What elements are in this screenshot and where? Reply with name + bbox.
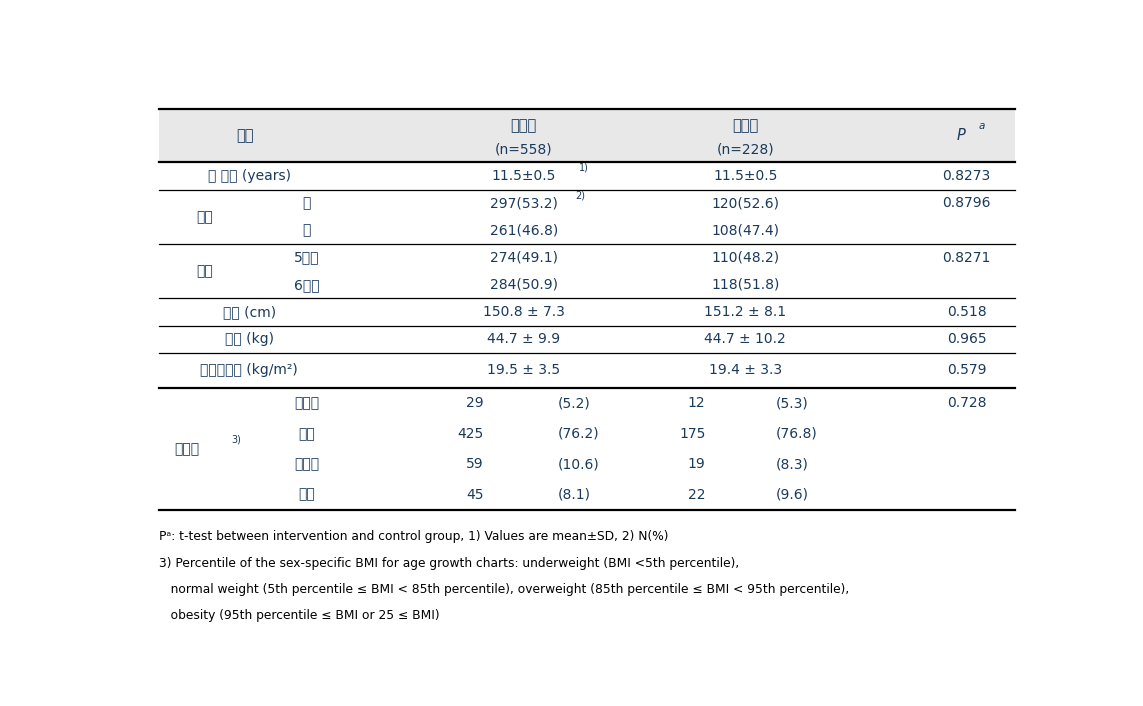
Text: 체중 (kg): 체중 (kg) xyxy=(225,332,273,346)
Text: 118(51.8): 118(51.8) xyxy=(711,277,780,292)
Text: 19.4 ± 3.3: 19.4 ± 3.3 xyxy=(709,364,782,378)
Text: 29: 29 xyxy=(466,396,483,410)
Text: 과체중: 과체중 xyxy=(294,457,319,471)
Text: 110(48.2): 110(48.2) xyxy=(711,251,780,265)
Text: 대조군: 대조군 xyxy=(733,118,758,133)
Text: 11.5±0.5: 11.5±0.5 xyxy=(713,169,777,183)
Text: 0.728: 0.728 xyxy=(946,396,986,410)
Text: (8.1): (8.1) xyxy=(558,488,591,501)
Text: a: a xyxy=(978,121,984,131)
Text: 5학년: 5학년 xyxy=(294,251,320,265)
Text: 6학년: 6학년 xyxy=(294,277,320,292)
Text: 2): 2) xyxy=(575,190,585,200)
Text: 여: 여 xyxy=(303,223,311,237)
Text: (8.3): (8.3) xyxy=(776,457,809,471)
Text: 274(49.1): 274(49.1) xyxy=(490,251,558,265)
Text: 44.7 ± 10.2: 44.7 ± 10.2 xyxy=(704,332,786,346)
Text: normal weight (5th percentile ≤ BMI < 85th percentile), overweight (85th percent: normal weight (5th percentile ≤ BMI < 85… xyxy=(159,582,849,596)
Text: 297(53.2): 297(53.2) xyxy=(490,196,558,210)
Text: 3): 3) xyxy=(231,434,241,444)
Text: (76.8): (76.8) xyxy=(776,426,818,441)
Text: 성별: 성별 xyxy=(197,210,214,224)
Text: 108(47.4): 108(47.4) xyxy=(711,223,780,237)
Text: 425: 425 xyxy=(457,426,483,441)
Text: 체질량지수 (kg/m²): 체질량지수 (kg/m²) xyxy=(200,364,298,378)
Text: (10.6): (10.6) xyxy=(558,457,599,471)
Text: 중재군: 중재군 xyxy=(511,118,537,133)
Text: 1): 1) xyxy=(578,163,589,173)
Text: 11.5±0.5: 11.5±0.5 xyxy=(491,169,555,183)
Text: Pᵃ: t-test between intervention and control group, 1) Values are mean±SD, 2) N(%: Pᵃ: t-test between intervention and cont… xyxy=(159,530,669,544)
Text: obesity (95th percentile ≤ BMI or 25 ≤ BMI): obesity (95th percentile ≤ BMI or 25 ≤ B… xyxy=(159,609,439,622)
Text: 남: 남 xyxy=(303,196,311,210)
Text: 22: 22 xyxy=(688,488,705,501)
Text: (n=228): (n=228) xyxy=(717,142,774,156)
Text: 12: 12 xyxy=(688,396,705,410)
Text: 0.8796: 0.8796 xyxy=(943,196,991,210)
Text: (76.2): (76.2) xyxy=(558,426,599,441)
Bar xyxy=(159,109,1015,162)
Text: 비만: 비만 xyxy=(298,488,315,501)
Text: 0.965: 0.965 xyxy=(946,332,986,346)
Text: 0.518: 0.518 xyxy=(946,305,986,319)
Text: 0.579: 0.579 xyxy=(946,364,986,378)
Text: 44.7 ± 9.9: 44.7 ± 9.9 xyxy=(487,332,560,346)
Text: 175: 175 xyxy=(679,426,705,441)
Text: 59: 59 xyxy=(466,457,483,471)
Text: (5.2): (5.2) xyxy=(558,396,590,410)
Text: (5.3): (5.3) xyxy=(776,396,809,410)
Text: 284(50.9): 284(50.9) xyxy=(490,277,558,292)
Text: 정상: 정상 xyxy=(298,426,315,441)
Text: 비만도: 비만도 xyxy=(175,442,200,456)
Text: (n=558): (n=558) xyxy=(495,142,552,156)
Text: 신장 (cm): 신장 (cm) xyxy=(223,305,275,319)
Text: 학년: 학년 xyxy=(197,264,214,278)
Text: P: P xyxy=(957,128,966,143)
Text: 0.8273: 0.8273 xyxy=(943,169,991,183)
Text: 19.5 ± 3.5: 19.5 ± 3.5 xyxy=(487,364,560,378)
Text: 261(46.8): 261(46.8) xyxy=(489,223,558,237)
Text: 3) Percentile of the sex-specific BMI for age growth charts: underweight (BMI <5: 3) Percentile of the sex-specific BMI fo… xyxy=(159,556,740,570)
Text: 만 나이 (years): 만 나이 (years) xyxy=(208,169,290,183)
Text: 151.2 ± 8.1: 151.2 ± 8.1 xyxy=(704,305,786,319)
Text: 45: 45 xyxy=(466,488,483,501)
Text: 120(52.6): 120(52.6) xyxy=(711,196,780,210)
Text: (9.6): (9.6) xyxy=(776,488,809,501)
Text: 0.8271: 0.8271 xyxy=(943,251,991,265)
Text: 항목: 항목 xyxy=(235,128,254,143)
Text: 150.8 ± 7.3: 150.8 ± 7.3 xyxy=(482,305,565,319)
Text: 저체중: 저체중 xyxy=(294,396,319,410)
Text: 19: 19 xyxy=(688,457,705,471)
